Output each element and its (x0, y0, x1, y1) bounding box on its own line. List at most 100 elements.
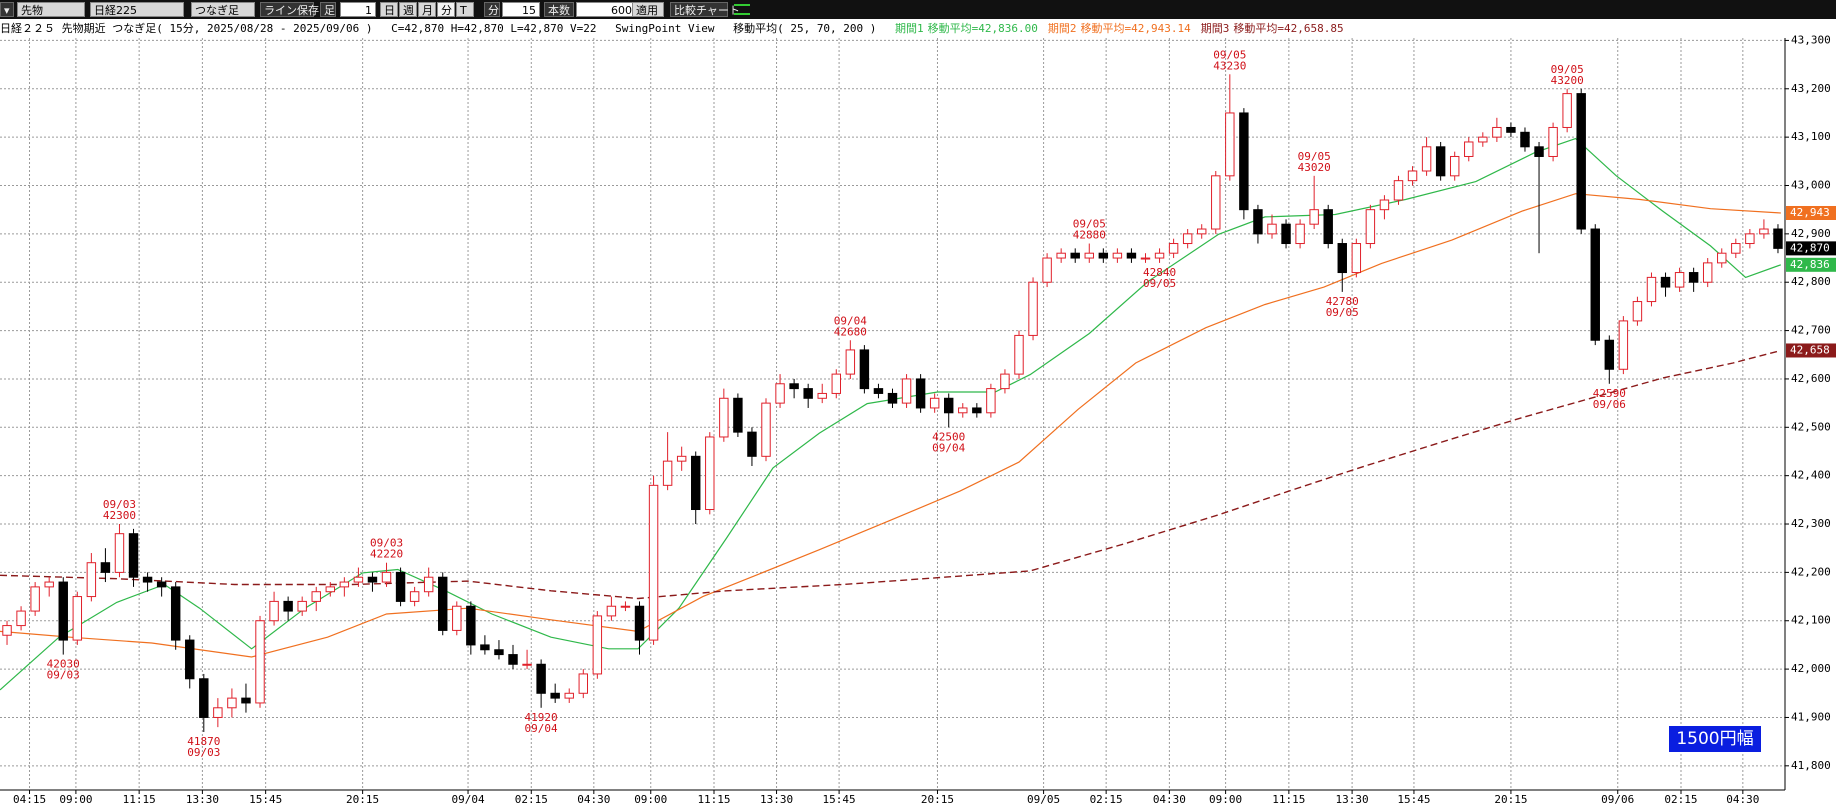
candle-body (873, 388, 884, 394)
candle-body (395, 571, 406, 602)
swing-date: 09/05 (1298, 150, 1331, 163)
swing-date: 09/05 (1073, 218, 1106, 231)
candle-body (30, 586, 40, 612)
candle-body (508, 654, 518, 665)
candle-body (915, 378, 926, 409)
swing-date: 09/05 (1213, 48, 1246, 61)
y-tick-label: 41,900 (1791, 710, 1831, 723)
minute-label: 分 (484, 2, 500, 17)
candle-body (761, 402, 771, 457)
price-tag-label: 42,870 (1790, 241, 1830, 254)
x-tick-label: 09:00 (1209, 793, 1242, 806)
apply-button[interactable]: 適用 (632, 2, 664, 17)
candle-body (536, 663, 546, 694)
candle-body (227, 697, 237, 709)
period-button[interactable]: 日 (380, 2, 398, 17)
period-button[interactable]: 月 (418, 2, 436, 17)
menu-button[interactable]: ▾ (0, 2, 14, 17)
swing-price: 43230 (1213, 59, 1246, 72)
candle-body (1407, 170, 1418, 182)
period-button[interactable]: 週 (399, 2, 417, 17)
swing-date: 09/05 (1551, 63, 1584, 76)
price-tag (1786, 241, 1836, 256)
candle-body (16, 610, 26, 627)
swing-price: 42880 (1073, 229, 1106, 242)
candle-body (1632, 301, 1643, 322)
candle-body (1126, 252, 1137, 259)
candle-body (1211, 175, 1221, 230)
candle-body (1182, 233, 1193, 245)
swing-date: 09/06 (1593, 398, 1626, 411)
candle-body (423, 576, 434, 593)
swing-price: 42500 (932, 430, 965, 443)
market-select[interactable]: 先物 (17, 2, 85, 17)
candle-body (986, 388, 996, 414)
swing-date: 09/04 (525, 722, 558, 735)
x-tick-label: 04:30 (1726, 793, 1759, 806)
x-tick-label: 20:15 (921, 793, 954, 806)
period-button[interactable]: 分 (437, 2, 455, 17)
bar-count-input[interactable]: 1 (340, 2, 376, 17)
candle-body (1295, 223, 1305, 245)
period-button[interactable]: T (456, 2, 474, 17)
count-label: 本数 (544, 2, 574, 17)
y-tick-label: 43,000 (1791, 178, 1831, 191)
candle-body (1717, 252, 1727, 264)
candle-body (1520, 131, 1530, 148)
y-tick-label: 43,200 (1791, 82, 1831, 95)
candle-body (1773, 228, 1783, 249)
y-tick-label: 42,300 (1791, 517, 1831, 530)
candle-body (1140, 257, 1151, 260)
x-tick-label: 02:15 (1664, 793, 1697, 806)
candle-body (1168, 243, 1179, 254)
symbol-select[interactable]: 日経225 (90, 2, 184, 17)
minute-input[interactable]: 15 (502, 2, 540, 17)
candle-body (1674, 272, 1685, 288)
x-tick-label: 11:15 (697, 793, 730, 806)
x-tick-label: 09/04 (451, 793, 484, 806)
x-tick-label: 09:00 (634, 793, 667, 806)
candle-body (409, 591, 420, 602)
candle-body (1309, 209, 1319, 225)
candle-body (859, 349, 870, 390)
swing-date: 09/03 (103, 498, 136, 511)
x-tick-label: 09/06 (1601, 793, 1634, 806)
bar-type-select[interactable]: つなぎ足 (191, 2, 255, 17)
candle-body (494, 649, 504, 656)
candle-body (185, 639, 195, 680)
candle-body (522, 663, 532, 666)
candle-body (691, 455, 701, 511)
candle-body (592, 615, 603, 675)
candle-body (1506, 126, 1516, 133)
candle-body (1070, 252, 1080, 259)
candle-body (438, 576, 448, 631)
y-tick-label: 42,200 (1791, 565, 1831, 578)
y-tick-label: 42,400 (1791, 469, 1831, 482)
candle-body (1646, 276, 1657, 303)
candle-body (452, 605, 462, 631)
candle-body (944, 397, 954, 414)
candle-body (1253, 209, 1263, 235)
chart-icon (734, 4, 750, 15)
candle-body (72, 596, 83, 641)
candle-body (1421, 146, 1432, 172)
candle-body (1014, 334, 1024, 375)
candle-body (339, 581, 350, 588)
swing-price: 43020 (1298, 161, 1331, 174)
candle-body (1154, 252, 1165, 259)
candle-body (831, 373, 841, 394)
candle-body (1225, 112, 1235, 177)
swing-price: 41870 (187, 735, 220, 748)
count-input[interactable]: 600 (576, 2, 636, 17)
save-button[interactable]: ライン保存 (260, 2, 319, 17)
candle-body (1042, 257, 1052, 283)
y-tick-label: 43,100 (1791, 130, 1831, 143)
candle-body (241, 697, 251, 704)
candle-body (1028, 281, 1038, 336)
candle-body (1323, 209, 1333, 245)
bar-label: 足 (320, 2, 336, 17)
compare-button[interactable]: 比較チャート (670, 2, 740, 17)
candle-body (1084, 252, 1094, 259)
view-name: SwingPoint View (615, 22, 715, 35)
candle-body (128, 533, 139, 578)
